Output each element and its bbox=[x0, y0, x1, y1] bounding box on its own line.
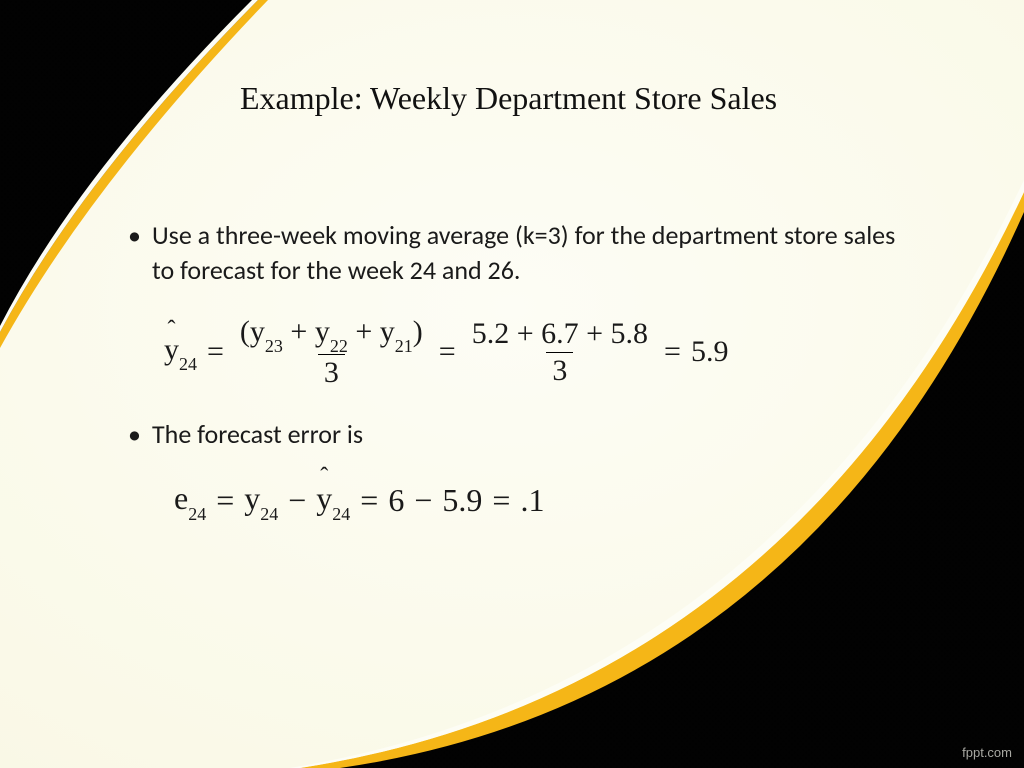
bullet-2: The forecast error is bbox=[120, 417, 900, 452]
slide-title: Example: Weekly Department Store Sales bbox=[240, 80, 777, 117]
equation-moving-average: y24 = (y23 + y22 + y21) 3 = 5.2 + 6.7 + … bbox=[164, 316, 900, 388]
result-error: .1 bbox=[520, 482, 544, 519]
yhat-symbol: y bbox=[164, 333, 179, 367]
equation-forecast-error: e24 = y24 − y24 = 6 − 5.9 = .1 bbox=[174, 480, 900, 521]
bullet-1: Use a three-week moving average (k=3) fo… bbox=[120, 218, 900, 288]
result-yhat24: 5.9 bbox=[691, 335, 729, 369]
slide-body: Use a three-week moving average (k=3) fo… bbox=[120, 218, 900, 549]
watermark: fppt.com bbox=[962, 745, 1012, 760]
